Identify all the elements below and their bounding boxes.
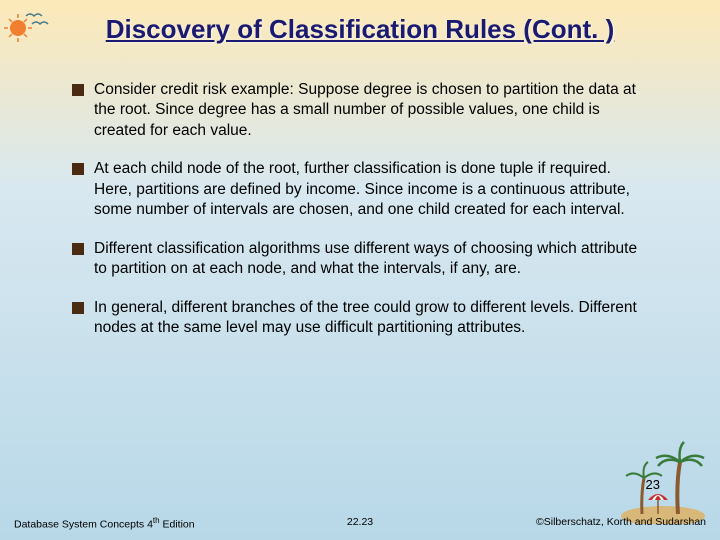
bullet-marker-icon xyxy=(72,163,84,175)
bullet-item: Consider credit risk example: Suppose de… xyxy=(72,80,652,141)
bullet-text: Consider credit risk example: Suppose de… xyxy=(94,80,652,141)
bullet-marker-icon xyxy=(72,302,84,314)
page-number: 23 xyxy=(646,477,660,492)
bullet-text: At each child node of the root, further … xyxy=(94,159,652,220)
bullet-marker-icon xyxy=(72,243,84,255)
footer-left-prefix: Database System Concepts 4 xyxy=(14,518,153,530)
footer-center: 22.23 xyxy=(347,516,373,528)
footer: Database System Concepts 4th Edition 22.… xyxy=(0,516,720,531)
footer-left-suffix: Edition xyxy=(160,518,195,530)
footer-left: Database System Concepts 4th Edition xyxy=(14,516,195,531)
bullet-text: Different classification algorithms use … xyxy=(94,239,652,280)
bullet-item: In general, different branches of the tr… xyxy=(72,298,652,339)
slide: Discovery of Classification Rules (Cont.… xyxy=(0,0,720,540)
bullet-item: At each child node of the root, further … xyxy=(72,159,652,220)
bullet-item: Different classification algorithms use … xyxy=(72,239,652,280)
palm-beach-icon xyxy=(618,434,708,524)
bullet-text: In general, different branches of the tr… xyxy=(94,298,652,339)
footer-right: ©Silberschatz, Korth and Sudarshan xyxy=(536,516,706,531)
slide-title: Discovery of Classification Rules (Cont.… xyxy=(0,14,720,45)
slide-content: Consider credit risk example: Suppose de… xyxy=(72,80,652,357)
bullet-marker-icon xyxy=(72,84,84,96)
footer-left-sup: th xyxy=(153,516,160,525)
